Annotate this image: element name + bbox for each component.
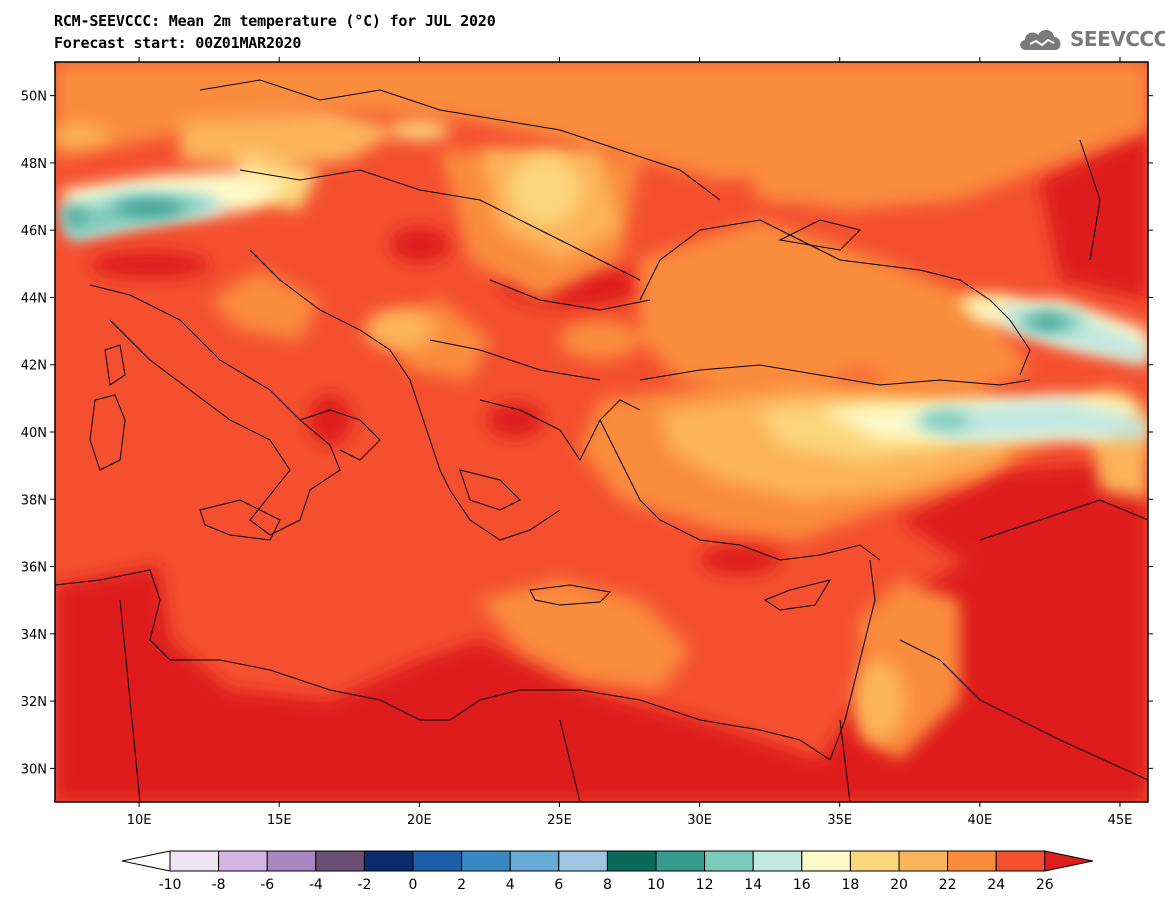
colorbar-label: 6 bbox=[554, 877, 563, 893]
seevccc-logo: SEEVCCC bbox=[1016, 22, 1165, 56]
logo-text: SEEVCCC bbox=[1070, 27, 1165, 51]
lat-tick-label: 38N bbox=[21, 493, 47, 508]
lat-tick-label: 40N bbox=[21, 426, 47, 441]
lat-tick-label: 50N bbox=[21, 90, 47, 105]
colorbar-swatch bbox=[947, 850, 997, 872]
colorbar-label: -4 bbox=[309, 877, 323, 893]
colorbar-label: 14 bbox=[744, 877, 762, 893]
lat-tick-label: 32N bbox=[21, 695, 47, 710]
colorbar-label: -6 bbox=[260, 877, 274, 893]
colorbar-swatch bbox=[509, 850, 560, 872]
colorbar-label: 8 bbox=[603, 877, 612, 893]
lat-tick-label: 30N bbox=[21, 762, 47, 777]
colorbar-label: 16 bbox=[793, 877, 811, 893]
colorbar-label: 2 bbox=[457, 877, 466, 893]
colorbar-swatch bbox=[752, 850, 803, 872]
cloud-icon bbox=[1020, 29, 1061, 50]
temperature-field bbox=[55, 62, 1148, 802]
colorbar-label: -8 bbox=[212, 877, 226, 893]
lon-tick-label: 25E bbox=[547, 813, 572, 828]
colorbar-swatch bbox=[218, 850, 268, 872]
lon-tick-label: 45E bbox=[1108, 813, 1133, 828]
colorbar-swatch bbox=[898, 850, 949, 872]
colorbar-label: 4 bbox=[506, 877, 515, 893]
longitude-axis: 10E 15E 20E 25E 30E 35E 40E 45E bbox=[127, 57, 1133, 828]
colorbar-label: 20 bbox=[890, 877, 908, 893]
colorbar-label: 12 bbox=[696, 877, 714, 893]
lon-tick-label: 40E bbox=[967, 813, 992, 828]
colorbar-swatch bbox=[363, 850, 414, 872]
colorbar-swatch bbox=[558, 850, 608, 872]
colorbar-label: 22 bbox=[939, 877, 957, 893]
forecast-start-label: Forecast start: 00Z01MAR2020 bbox=[54, 34, 302, 52]
colorbar-swatch bbox=[412, 850, 463, 872]
colorbar-swatch bbox=[606, 850, 657, 872]
lat-tick-label: 34N bbox=[21, 628, 47, 643]
colorbar-swatch bbox=[704, 850, 754, 872]
latitude-axis: 30N 32N 34N 36N 38N 40N 42N 44N 46N 48N 50N bbox=[21, 90, 1153, 777]
colorbar-label: 26 bbox=[1036, 877, 1054, 893]
colorbar-swatch bbox=[995, 850, 1046, 872]
colorbar-label: 0 bbox=[409, 877, 418, 893]
lat-tick-label: 44N bbox=[21, 291, 47, 306]
colorbar-swatch bbox=[315, 850, 365, 872]
colorbar-label: 10 bbox=[647, 877, 665, 893]
map-title: RCM-SEEVCCC: Mean 2m temperature (°C) fo… bbox=[54, 12, 496, 30]
colorbar-label: 24 bbox=[987, 877, 1005, 893]
lat-tick-label: 48N bbox=[21, 157, 47, 172]
colorbar-label: -2 bbox=[357, 877, 371, 893]
colorbar: -10 -8 -6 -4 -2 0 2 4 6 8 10 12 14 16 18 20 22 24 26 bbox=[121, 850, 1093, 893]
colorbar-swatch bbox=[169, 850, 220, 872]
colorbar-label: 18 bbox=[841, 877, 859, 893]
colorbar-swatch bbox=[849, 850, 900, 872]
lon-tick-label: 20E bbox=[407, 813, 432, 828]
lat-tick-label: 36N bbox=[21, 561, 47, 576]
colorbar-swatch bbox=[801, 850, 851, 872]
colorbar-under-triangle bbox=[121, 850, 171, 872]
lat-tick-label: 42N bbox=[21, 359, 47, 374]
colorbar-over-triangle bbox=[1044, 850, 1093, 872]
colorbar-swatch bbox=[461, 850, 511, 872]
lon-tick-label: 35E bbox=[827, 813, 852, 828]
lon-tick-label: 10E bbox=[127, 813, 152, 828]
colorbar-swatch bbox=[655, 850, 706, 872]
colorbar-swatch bbox=[266, 850, 317, 872]
lat-tick-label: 46N bbox=[21, 224, 47, 239]
colorbar-label: -10 bbox=[159, 877, 182, 893]
lon-tick-label: 15E bbox=[267, 813, 292, 828]
coastlines bbox=[55, 79, 1148, 802]
lon-tick-label: 30E bbox=[687, 813, 712, 828]
